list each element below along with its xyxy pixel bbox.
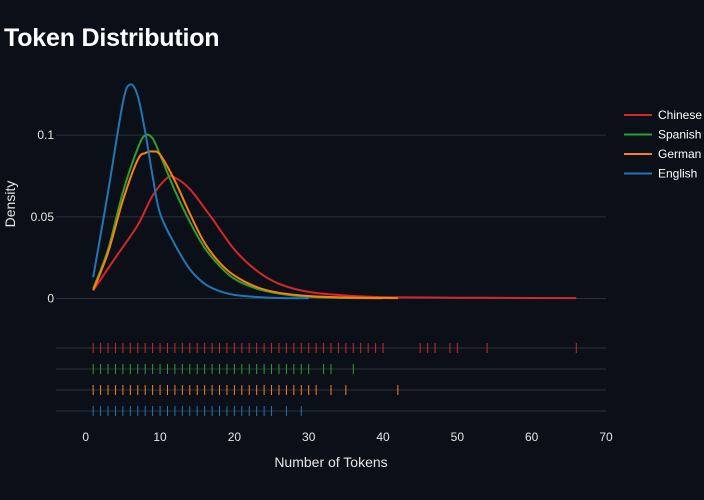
- legend-label-chinese: Chinese: [658, 108, 702, 122]
- x-tick-label: 40: [376, 430, 390, 444]
- density-line-chinese: [92, 174, 577, 300]
- y-tick-label: 0: [47, 291, 54, 305]
- legend-label-german: German: [658, 147, 701, 161]
- y-axis-ticks: 0 0.05 0.1: [31, 128, 55, 305]
- y-tick-label: 0.05: [31, 210, 55, 224]
- y-axis-label: Density: [2, 181, 18, 228]
- legend: Chinese Spanish German English: [624, 108, 702, 181]
- x-axis-label: Number of Tokens: [274, 454, 387, 470]
- density-line-english: [92, 83, 309, 300]
- legend-label-spanish: Spanish: [658, 128, 701, 142]
- x-tick-label: 20: [228, 430, 242, 444]
- rug-plot: [56, 343, 606, 416]
- x-tick-label: 60: [525, 430, 539, 444]
- y-tick-label: 0.1: [37, 128, 54, 142]
- x-tick-label: 10: [153, 430, 167, 444]
- x-tick-label: 50: [451, 430, 465, 444]
- chart-title: Token Distribution: [4, 24, 220, 52]
- x-axis-ticks: 0 10 20 30 40 50 60 70: [82, 430, 613, 444]
- x-tick-label: 30: [302, 430, 316, 444]
- x-tick-label: 0: [82, 430, 89, 444]
- x-tick-label: 70: [599, 430, 613, 444]
- density-line-german: [92, 150, 398, 300]
- legend-label-english: English: [658, 167, 697, 181]
- density-lines: [92, 83, 577, 300]
